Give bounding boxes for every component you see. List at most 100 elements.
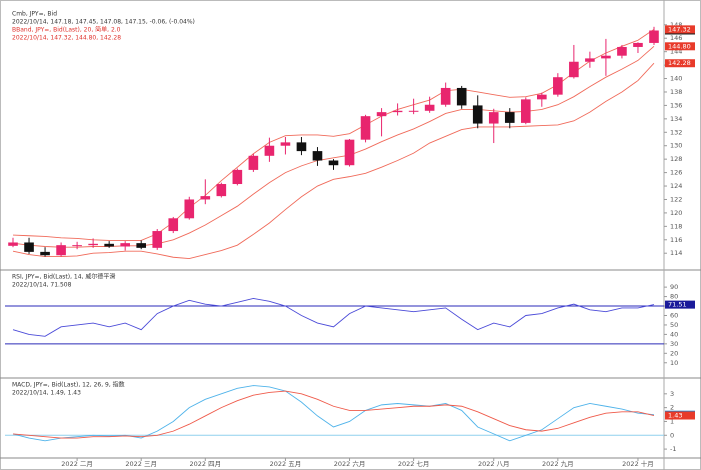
candle-body [440, 87, 451, 105]
candle-body [168, 218, 179, 232]
candle-body [216, 184, 227, 197]
x-tick-label: 2022 五月 [270, 460, 302, 468]
y-tick-label: 118 [670, 222, 682, 230]
candle-body [56, 245, 66, 256]
x-tick-label: 2022 三月 [125, 460, 157, 468]
candle-body [232, 169, 243, 185]
candle-body [488, 112, 499, 124]
x-tick-label: 2022 六月 [334, 459, 366, 468]
candle-body [312, 151, 323, 161]
candle-body [424, 104, 435, 111]
price-tag [665, 300, 695, 309]
y-tick-label: 148 [670, 21, 682, 29]
y-tick-label: 114 [670, 249, 682, 257]
y-tick-label: 40 [670, 330, 678, 338]
candle-body [88, 243, 98, 246]
candle-body [248, 155, 259, 170]
y-tick-label: 10 [670, 359, 678, 367]
y-tick-label: 60 [670, 311, 678, 319]
y-tick-label: 128 [670, 155, 682, 163]
y-tick-label: 136 [670, 101, 682, 109]
candle-body [8, 242, 18, 246]
annotation: BBand, JPY=, Bid(Last), 20, 简单, 2.0 [12, 26, 121, 34]
candle-body [120, 243, 130, 247]
candle-body [200, 196, 211, 200]
candle-body [472, 105, 483, 124]
y-tick-label: 50 [670, 321, 678, 329]
series-line [12, 298, 655, 337]
candle-body [72, 245, 82, 247]
series-line [12, 390, 655, 439]
price-tag-label: 142.28 [668, 59, 691, 67]
candle-body [40, 251, 50, 256]
y-tick-label: 0 [670, 431, 674, 439]
y-tick-label: 1 [670, 417, 674, 425]
y-tick-label: 126 [670, 169, 682, 177]
y-tick-label: 116 [670, 236, 682, 244]
x-tick-label: 2022 八月 [478, 460, 510, 468]
y-tick-label: 140 [670, 75, 682, 83]
chart-title: RSI, JPY=, Bid(Last), 14, 威尔德平滑 [12, 273, 115, 281]
y-tick-label: 124 [670, 182, 682, 190]
chart-title: Cmb, JPY=, Bid [12, 11, 57, 18]
x-tick-label: 2022 十月 [622, 459, 654, 468]
y-tick-label: 122 [670, 195, 682, 203]
price-tag-label: 147.32 [668, 25, 691, 33]
y-tick-label: -1 [670, 445, 676, 453]
candle-body [296, 142, 307, 152]
x-tick-label: 2022 七月 [398, 459, 430, 468]
candle-body [376, 112, 387, 117]
candle-body [328, 160, 339, 166]
y-tick-label: 132 [670, 128, 682, 136]
candle-body [408, 110, 419, 112]
price-tag-label: 71.51 [668, 301, 687, 309]
candle-body [601, 55, 611, 59]
chart-subtitle: 2022/10/14, 147.18, 147.45, 147.08, 147.… [12, 19, 195, 26]
candle-body [504, 112, 515, 123]
series-line [12, 45, 655, 248]
candle-body [649, 30, 659, 43]
y-tick-label: 80 [670, 293, 678, 301]
y-tick-label: 146 [670, 34, 682, 42]
candle-body [569, 61, 579, 78]
chart-subtitle: 2022/10/14, 1.49, 1.43 [12, 390, 81, 397]
candle-body [264, 145, 275, 156]
candle-body [360, 116, 371, 140]
y-tick-label: 138 [670, 88, 682, 96]
y-tick-label: 30 [670, 340, 678, 348]
annotation: 2022/10/14, 147.32, 144.80, 142.28 [12, 35, 121, 42]
series-line [12, 28, 655, 241]
y-tick-label: 2 [670, 404, 674, 412]
y-tick-label: 134 [670, 115, 682, 123]
y-tick-label: 130 [670, 142, 682, 150]
price-tag [665, 42, 695, 51]
series-line [12, 62, 655, 260]
candle-body [585, 58, 595, 62]
candle-body [520, 99, 531, 123]
y-tick-label: 120 [670, 209, 682, 217]
x-tick-label: 2022 二月 [61, 460, 93, 468]
candle-body [152, 231, 163, 248]
x-tick-label: 2022 九月 [542, 459, 574, 468]
series-line [12, 385, 655, 442]
candle-body [136, 243, 147, 248]
x-tick-label: 2022 四月 [190, 460, 222, 468]
price-tag-label: 144.80 [668, 42, 691, 50]
y-tick-label: 144 [670, 48, 682, 56]
candle-body [104, 243, 114, 247]
price-tag [665, 25, 695, 34]
price-tag [665, 59, 695, 68]
candle-body [617, 46, 627, 56]
candle-body [537, 94, 547, 100]
price-tag [665, 411, 695, 420]
candle-body [280, 142, 291, 146]
candle-body [24, 242, 34, 252]
y-tick-label: 90 [670, 283, 678, 291]
price-tag-label: 1.43 [668, 412, 682, 420]
candle-body [344, 139, 355, 166]
candle-body [553, 77, 563, 95]
chart-title: MACD, JPY=, Bid(Last), 12, 26, 9, 指数 [12, 381, 125, 389]
candle-body [633, 42, 643, 47]
